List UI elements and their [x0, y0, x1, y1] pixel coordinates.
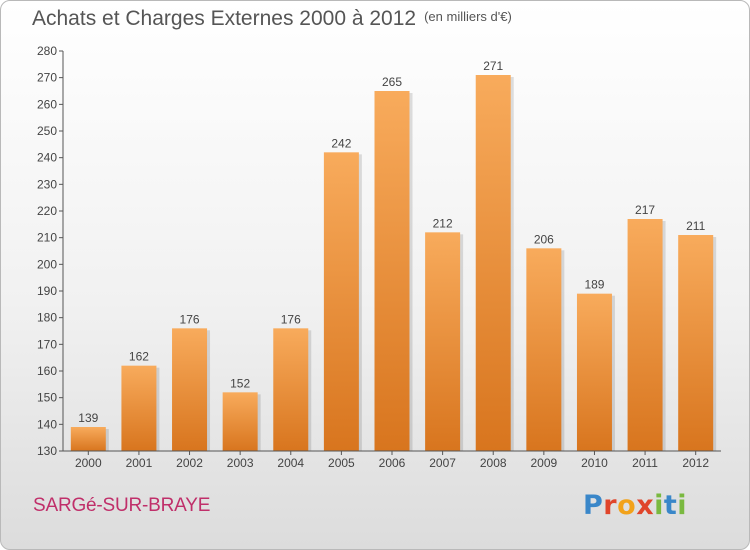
x-tick-label: 2000: [75, 456, 102, 470]
y-tick-label: 190: [37, 284, 57, 298]
bar-value-label: 242: [331, 136, 351, 150]
y-tick-label: 160: [37, 364, 57, 378]
y-tick-label: 280: [37, 44, 57, 58]
y-tick-label: 230: [37, 177, 57, 191]
logo-letter: r: [603, 490, 618, 521]
x-tick-label: 2001: [126, 456, 153, 470]
bar-value-label: 206: [534, 232, 554, 246]
x-tick-label: 2008: [480, 456, 507, 470]
logo-letter: t: [663, 490, 678, 521]
bar-value-label: 176: [281, 312, 301, 326]
bar-2006: [374, 91, 410, 451]
logo-letter: o: [617, 490, 637, 521]
bar-value-label: 139: [78, 411, 98, 425]
y-tick-label: 130: [37, 444, 57, 458]
bar-2008: [475, 75, 511, 451]
x-tick-label: 2010: [581, 456, 608, 470]
logo-letter: i: [654, 490, 664, 521]
bar-value-label: 176: [180, 312, 200, 326]
bar-value-label: 152: [230, 376, 250, 390]
x-tick-label: 2003: [227, 456, 254, 470]
bar-value-label: 212: [433, 216, 453, 230]
bar-value-label: 211: [686, 219, 705, 233]
y-tick-label: 180: [37, 311, 57, 325]
bar-2004: [273, 328, 309, 451]
chart-title-text: Achats et Charges Externes 2000 à 2012: [32, 7, 417, 30]
bar-2003: [222, 392, 258, 451]
y-tick-label: 250: [37, 124, 57, 138]
bar-2000: [70, 427, 106, 451]
y-tick-label: 260: [37, 97, 57, 111]
x-tick-label: 2012: [682, 456, 709, 470]
y-tick-label: 140: [37, 417, 57, 431]
x-tick-label: 2006: [379, 456, 406, 470]
bar-2012: [678, 235, 714, 451]
bar-value-label: 189: [584, 278, 604, 292]
bar-2011: [627, 219, 663, 451]
y-tick-label: 270: [37, 71, 57, 85]
x-tick-label: 2004: [277, 456, 304, 470]
chart-unit-label: (en milliers d'€): [424, 9, 512, 24]
logo-letter: P: [583, 490, 604, 521]
y-tick-label: 220: [37, 204, 57, 218]
bar-2009: [526, 248, 562, 451]
bar-value-label: 162: [129, 350, 149, 364]
chart-title: Achats et Charges Externes 2000 à 2012 (e…: [32, 7, 512, 31]
x-tick-label: 2009: [530, 456, 557, 470]
logo-letter: x: [636, 490, 655, 521]
y-tick-label: 240: [37, 151, 57, 165]
y-tick-label: 200: [37, 257, 57, 271]
bar-value-label: 217: [635, 203, 655, 217]
x-tick-label: 2007: [429, 456, 456, 470]
bar-value-label: 271: [483, 59, 503, 73]
bar-value-label: 265: [382, 75, 402, 89]
bar-2001: [121, 365, 157, 451]
y-tick-label: 170: [37, 337, 57, 351]
bar-2010: [576, 293, 612, 451]
logo-letter: i: [677, 490, 688, 521]
bar-2002: [172, 328, 208, 451]
bar-2007: [425, 232, 461, 451]
y-tick-label: 210: [37, 231, 57, 245]
commune-name: SARGé-SUR-BRAYE: [33, 495, 211, 516]
bar-2005: [323, 152, 359, 452]
x-tick-label: 2011: [632, 456, 658, 470]
proxiti-logo: Proxiti: [583, 490, 687, 521]
x-tick-label: 2002: [176, 456, 203, 470]
y-tick-label: 150: [37, 391, 57, 405]
x-tick-label: 2005: [328, 456, 355, 470]
